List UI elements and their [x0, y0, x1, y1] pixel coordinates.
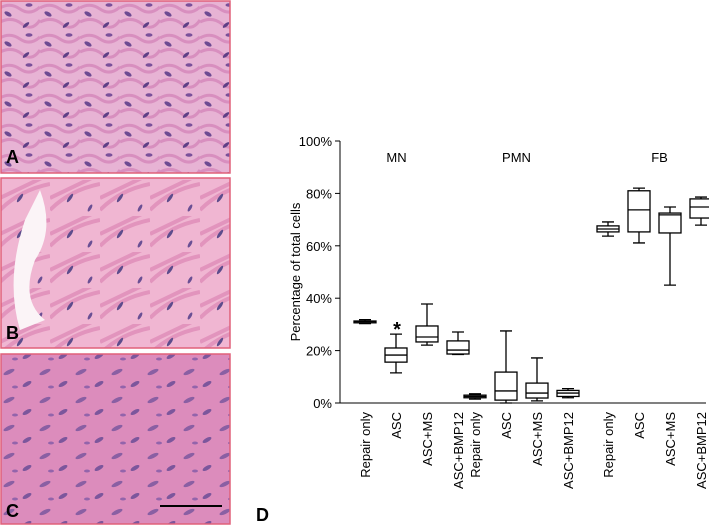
box: [658, 212, 682, 234]
x-tick-label: ASC+BMP12: [451, 412, 466, 489]
box: [494, 371, 518, 401]
panel-label: B: [6, 323, 19, 343]
y-axis-label: Percentage of total cells: [288, 202, 303, 341]
panel-label: D: [256, 505, 269, 525]
group-label: FB: [651, 150, 668, 165]
x-tick-label: ASC+BMP12: [694, 412, 709, 489]
y-tick-label: 60%: [306, 239, 332, 254]
lower-whisker: [602, 231, 614, 237]
upper-whisker: [664, 206, 676, 214]
upper-whisker: [602, 221, 614, 226]
upper-whisker: [531, 357, 543, 384]
upper-whisker: [421, 303, 433, 326]
box: [689, 198, 709, 219]
x-tick-label: ASC: [389, 412, 404, 439]
lower-whisker: [664, 232, 676, 286]
y-tick-label: 0%: [313, 396, 332, 411]
group-label: PMN: [502, 150, 531, 165]
x-tick-label: Repair only: [468, 412, 483, 478]
x-tick-label: ASC+MS: [420, 412, 435, 466]
x-tick-label: ASC+MS: [530, 412, 545, 466]
box: [415, 325, 439, 343]
panel-label: A: [6, 147, 19, 167]
group-label: MN: [386, 150, 406, 165]
upper-whisker: [390, 333, 402, 348]
lower-whisker: [695, 218, 707, 226]
y-tick-label: 80%: [306, 186, 332, 201]
histology-image: [0, 0, 231, 174]
y-tick-label: 20%: [306, 344, 332, 359]
y-tick-label: 40%: [306, 291, 332, 306]
lower-whisker: [633, 231, 645, 244]
x-tick-label: Repair only: [358, 412, 373, 478]
box: [525, 382, 549, 399]
lower-whisker: [390, 362, 402, 374]
box: [627, 190, 651, 233]
box: [446, 340, 470, 355]
x-tick-label: ASC+MS: [663, 412, 678, 466]
histology-image: [0, 353, 231, 525]
x-tick-label: ASC: [632, 412, 647, 439]
y-tick-label: 100%: [299, 134, 333, 149]
annotation: *: [393, 319, 401, 341]
x-tick-label: Repair only: [601, 412, 616, 478]
panel-label: C: [6, 501, 19, 521]
x-tick-label: ASC+BMP12: [561, 412, 576, 489]
x-tick-label: ASC: [499, 412, 514, 439]
upper-whisker: [452, 331, 464, 341]
tissue-gap: [13, 190, 47, 330]
upper-whisker: [500, 330, 512, 373]
